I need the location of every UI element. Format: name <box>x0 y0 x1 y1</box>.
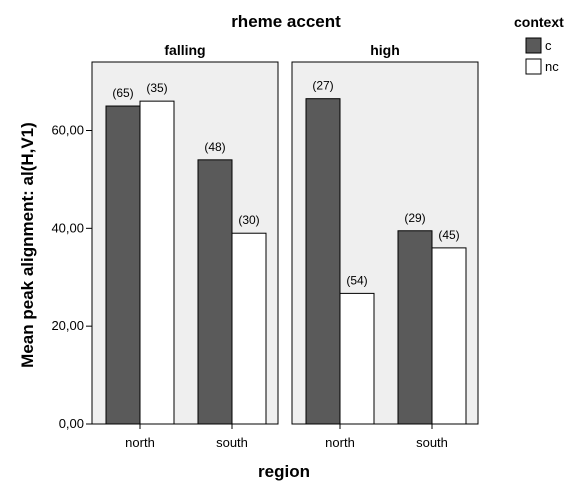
chart-title: rheme accent <box>231 12 341 31</box>
bar-falling-south-c <box>197 159 233 425</box>
y-tick-label: 40,00 <box>51 220 84 235</box>
panel-high: high (27) (54) north (29) (45) south <box>291 42 479 450</box>
bar-count-label: (54) <box>346 273 367 287</box>
panel-falling: falling (65) (35) north (48) (30) south <box>91 42 279 450</box>
panel-header: high <box>370 42 400 58</box>
legend-swatch-c <box>525 37 542 54</box>
bar-count-label: (45) <box>438 228 459 242</box>
y-tick-label: 20,00 <box>51 318 84 333</box>
bar-count-label: (27) <box>312 79 333 93</box>
legend: c nc <box>525 37 559 75</box>
x-tick-label: north <box>125 435 155 450</box>
bar-count-label: (30) <box>238 213 259 227</box>
bar-high-south-c <box>397 230 433 425</box>
legend-label-nc: nc <box>545 59 559 74</box>
panel-header: falling <box>164 42 205 58</box>
bar-high-north-c <box>305 98 341 425</box>
bar-high-north-nc <box>339 292 375 425</box>
bar-falling-south-nc <box>231 232 267 425</box>
y-tick-label: 0,00 <box>59 416 84 431</box>
bar-count-label: (29) <box>404 211 425 225</box>
x-tick-label: south <box>216 435 248 450</box>
x-tick-label: south <box>416 435 448 450</box>
x-tick-label: north <box>325 435 355 450</box>
bar-count-label: (35) <box>146 81 167 95</box>
bar-falling-north-c <box>105 105 141 425</box>
y-axis: 0,00 20,00 40,00 60,00 <box>51 62 93 431</box>
y-axis-label: Mean peak alignment: al(H,V1) <box>18 122 37 368</box>
bar-count-label: (48) <box>204 140 225 154</box>
bar-falling-north-nc <box>139 100 175 425</box>
x-axis-label: region <box>258 462 310 481</box>
legend-title: context <box>514 14 564 30</box>
bar-high-south-nc <box>431 247 467 425</box>
bar-count-label: (65) <box>112 86 133 100</box>
y-tick-label: 60,00 <box>51 122 84 137</box>
plot-panels: 0,00 20,00 40,00 60,00 falling (65) (35) north (… <box>51 42 479 450</box>
legend-label-c: c <box>545 38 552 53</box>
legend-swatch-nc <box>525 58 542 75</box>
